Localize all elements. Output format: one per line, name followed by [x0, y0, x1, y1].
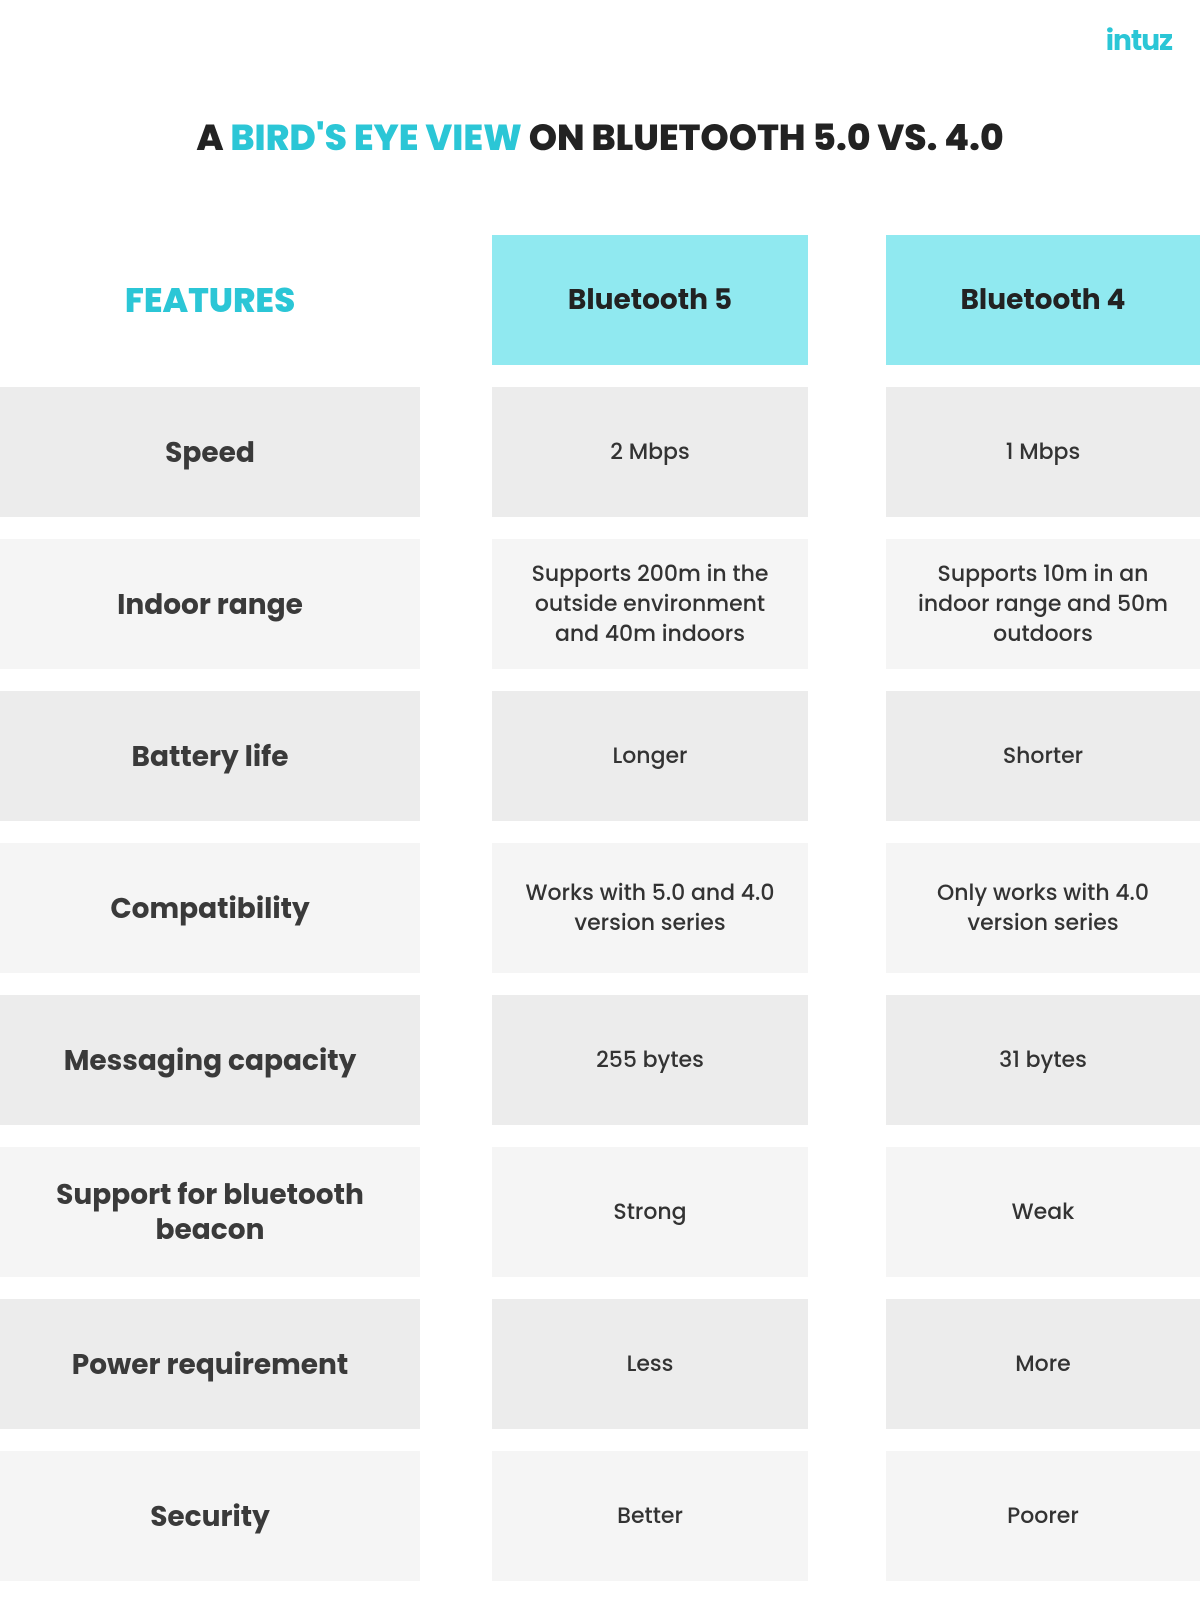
- comparison-table: FEATURES Bluetooth 5 Bluetooth 4 Speed 2 …: [0, 235, 1200, 1581]
- cell-bluetooth5: Strong: [492, 1147, 808, 1277]
- cell-bluetooth5: Less: [492, 1299, 808, 1429]
- feature-label: Security: [0, 1451, 420, 1581]
- table-row: Compatibility Works with 5.0 and 4.0 vers…: [0, 843, 1200, 973]
- header-bluetooth5: Bluetooth 5: [492, 235, 808, 365]
- feature-label: Power requirement: [0, 1299, 420, 1429]
- table-row: Support for bluetooth beacon Strong Weak: [0, 1147, 1200, 1277]
- cell-bluetooth5: Works with 5.0 and 4.0 version series: [492, 843, 808, 973]
- feature-label: Support for bluetooth beacon: [0, 1147, 420, 1277]
- title-accent: BIRD'S EYE VIEW: [230, 112, 521, 163]
- header-bluetooth4: Bluetooth 4: [886, 235, 1200, 365]
- table-row: Speed 2 Mbps 1 Mbps: [0, 387, 1200, 517]
- table-header-row: FEATURES Bluetooth 5 Bluetooth 4: [0, 235, 1200, 365]
- cell-bluetooth5: 255 bytes: [492, 995, 808, 1125]
- table-row: Power requirement Less More: [0, 1299, 1200, 1429]
- feature-label: Compatibility: [0, 843, 420, 973]
- table-row: Indoor range Supports 200m in the outside…: [0, 539, 1200, 669]
- header-features: FEATURES: [0, 235, 420, 365]
- cell-bluetooth4: Supports 10m in an indoor range and 50m …: [886, 539, 1200, 669]
- table-row: Battery life Longer Shorter: [0, 691, 1200, 821]
- cell-bluetooth5: Supports 200m in the outside environment…: [492, 539, 808, 669]
- cell-bluetooth4: 1 Mbps: [886, 387, 1200, 517]
- cell-bluetooth5: 2 Mbps: [492, 387, 808, 517]
- cell-bluetooth4: 31 bytes: [886, 995, 1200, 1125]
- cell-bluetooth5: Better: [492, 1451, 808, 1581]
- cell-bluetooth4: More: [886, 1299, 1200, 1429]
- brand-logo: intuz: [0, 0, 1200, 62]
- title-suffix: ON BLUETOOTH 5.0 VS. 4.0: [522, 112, 1004, 163]
- table-row: Messaging capacity 255 bytes 31 bytes: [0, 995, 1200, 1125]
- feature-label: Messaging capacity: [0, 995, 420, 1125]
- title-prefix: A: [196, 112, 230, 163]
- cell-bluetooth4: Weak: [886, 1147, 1200, 1277]
- table-row: Security Better Poorer: [0, 1451, 1200, 1581]
- cell-bluetooth5: Longer: [492, 691, 808, 821]
- page-title: A BIRD'S EYE VIEW ON BLUETOOTH 5.0 VS. 4…: [0, 62, 1200, 235]
- feature-label: Indoor range: [0, 539, 420, 669]
- feature-label: Speed: [0, 387, 420, 517]
- cell-bluetooth4: Shorter: [886, 691, 1200, 821]
- feature-label: Battery life: [0, 691, 420, 821]
- cell-bluetooth4: Only works with 4.0 version series: [886, 843, 1200, 973]
- cell-bluetooth4: Poorer: [886, 1451, 1200, 1581]
